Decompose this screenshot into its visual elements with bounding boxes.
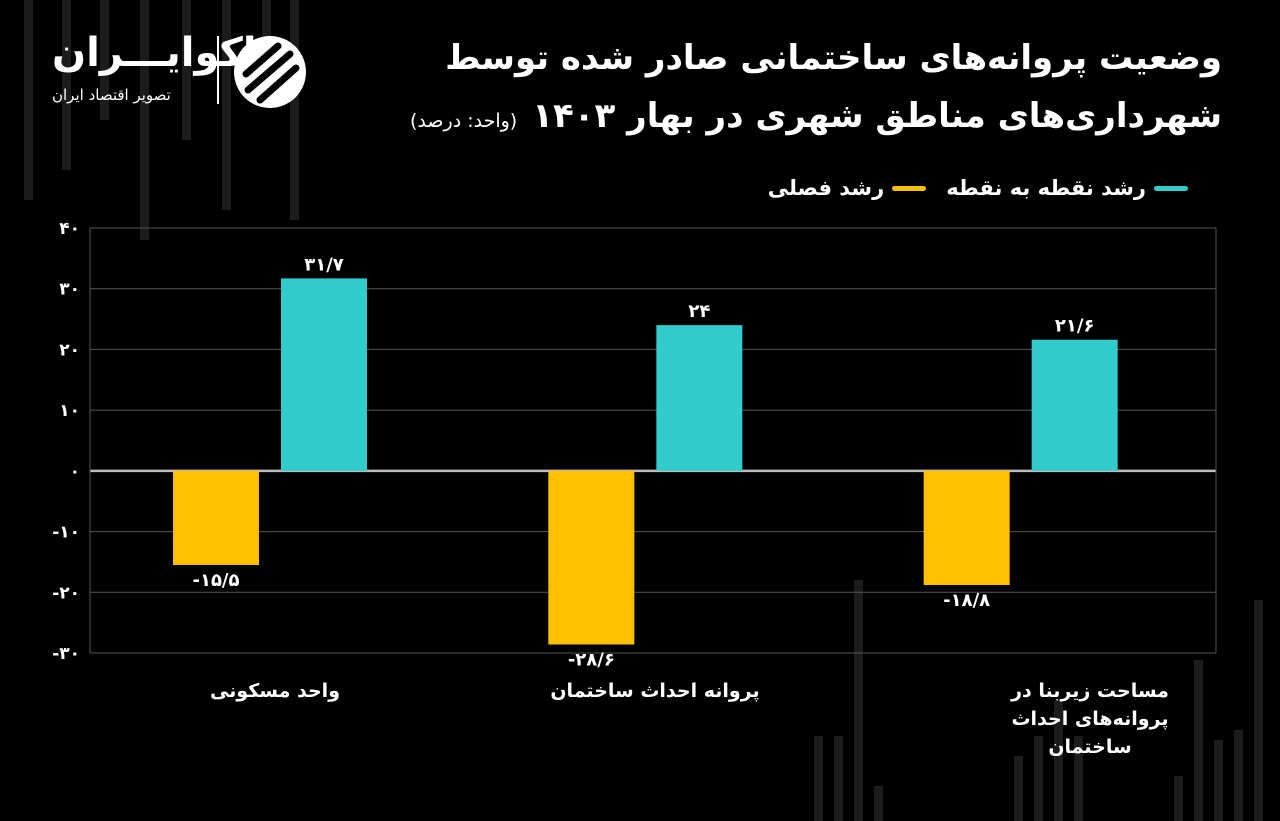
legend-item-point-to-point: رشد نقطه به نقطه — [946, 176, 1188, 200]
bar-point-to-point — [656, 325, 743, 471]
bg-deco-bar — [1214, 740, 1223, 821]
category-label: مساحت زیربنا در پروانه‌های احداث ساختمان — [1011, 680, 1169, 758]
data-label: -۱۵/۵ — [192, 570, 239, 591]
y-tick-label: -۱۰ — [52, 523, 80, 543]
data-label: -۲۸/۶ — [568, 650, 615, 671]
bg-deco-bar — [222, 0, 231, 210]
legend: رشد نقطه به نقطه رشد فصلی — [768, 176, 1188, 200]
bg-deco-bar — [100, 0, 109, 120]
legend-label-point-to-point: رشد نقطه به نقطه — [946, 176, 1146, 200]
y-tick-label: -۳۰ — [52, 644, 80, 664]
y-tick-label: ۲۰ — [59, 340, 80, 360]
y-tick-label: ۳۰ — [59, 280, 80, 300]
category-label: پروانه احداث ساختمان — [550, 680, 760, 702]
chart-title-line2-row: شهرداری‌های مناطق شهری در بهار ۱۴۰۳ (واح… — [410, 96, 1222, 136]
bg-deco-bar — [834, 736, 843, 821]
bg-deco-bar — [1194, 660, 1203, 821]
bg-deco-bar — [814, 736, 823, 821]
logo: اکوایـــران تصویر اقتصاد ایران — [52, 30, 312, 110]
bg-deco-bar — [182, 0, 191, 140]
chart-title-line1: وضعیت پروانه‌های ساختمانی صادر شده توسط — [445, 38, 1222, 78]
category-label: واحد مسکونی — [209, 680, 341, 702]
bg-deco-bar — [1234, 730, 1243, 821]
bg-deco-bar — [1174, 776, 1183, 821]
bg-deco-bar — [874, 786, 883, 821]
legend-swatch-point-to-point — [1154, 185, 1188, 191]
legend-swatch-seasonal — [892, 185, 927, 191]
logo-name: اکوایـــران — [52, 30, 257, 76]
y-tick-label: ۴۰ — [59, 219, 80, 239]
chart-title-line2: شهرداری‌های مناطق شهری در بهار ۱۴۰۳ — [532, 96, 1222, 136]
bar-seasonal — [548, 470, 635, 645]
bg-deco-bar — [1074, 736, 1083, 821]
data-label: ۳۱/۷ — [304, 254, 344, 275]
bg-deco-bar — [24, 0, 33, 200]
logo-subtitle: تصویر اقتصاد ایران — [52, 86, 171, 104]
bg-deco-bar — [140, 0, 149, 240]
bg-deco-bar — [290, 0, 299, 220]
y-tick-label: -۲۰ — [52, 583, 80, 603]
logo-mark-icon — [234, 36, 306, 108]
data-label: -۱۸/۸ — [943, 590, 990, 611]
bg-deco-bar — [854, 580, 863, 821]
data-label: ۲۱/۶ — [1055, 316, 1095, 337]
bg-deco-bar — [1034, 736, 1043, 821]
bg-deco-bar — [1014, 756, 1023, 821]
bar-point-to-point — [281, 278, 367, 471]
legend-label-seasonal: رشد فصلی — [767, 176, 885, 200]
bg-deco-bar — [62, 0, 71, 170]
y-tick-label: ۰ — [70, 462, 80, 482]
bar-point-to-point — [1031, 339, 1118, 471]
unit-label: (واحد: درصد) — [410, 110, 518, 132]
logo-divider — [217, 36, 219, 104]
bar-seasonal — [173, 470, 259, 565]
bg-deco-bar — [1254, 600, 1263, 821]
y-tick-label: ۱۰ — [59, 401, 80, 421]
bg-deco-bar — [1054, 700, 1063, 821]
bar-seasonal — [923, 470, 1010, 585]
legend-item-seasonal: رشد فصلی — [767, 176, 927, 200]
data-label: ۲۴ — [688, 301, 710, 322]
